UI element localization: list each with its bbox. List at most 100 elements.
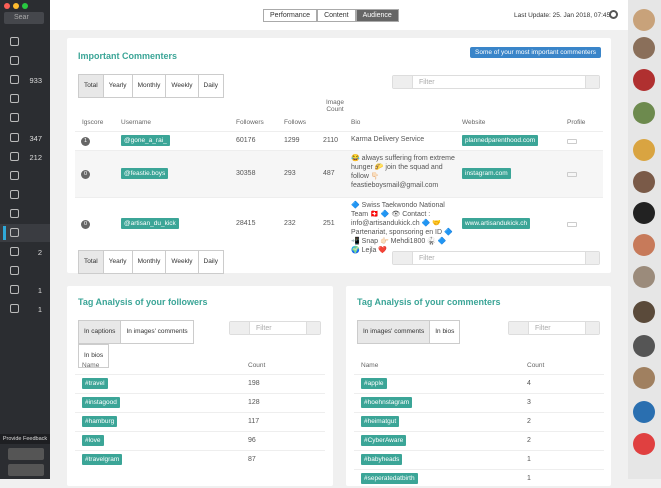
filter-option[interactable]: Monthly (131, 74, 167, 98)
tag-name[interactable]: #travelgram (82, 454, 123, 465)
commenters-tags-card: Tag Analysis of your commenters In image… (346, 286, 611, 486)
sidebar: Sear 933 347 212 2 1 1 Provide Feedback (0, 0, 50, 479)
feedback[interactable]: Provide Feedback (0, 434, 50, 444)
tag-name[interactable]: #heimatgut (361, 416, 400, 427)
tag-name[interactable]: #instagood (82, 397, 120, 408)
avatar[interactable] (633, 171, 655, 193)
search-icon (393, 76, 413, 88)
filter-option[interactable]: In images' comments (120, 320, 194, 344)
icon[interactable] (10, 190, 19, 199)
filter-option[interactable]: Total (78, 250, 104, 274)
avatar[interactable] (633, 37, 655, 59)
username[interactable]: @gone_a_rai_ (121, 134, 170, 146)
folder[interactable] (10, 247, 19, 256)
tab[interactable]: Content (317, 9, 356, 22)
tab[interactable]: Performance (263, 9, 318, 22)
zoom[interactable] (22, 3, 28, 9)
account[interactable] (8, 464, 44, 476)
avatar[interactable] (633, 433, 655, 455)
avatar[interactable] (633, 9, 655, 31)
filter-option[interactable]: Weekly (165, 74, 199, 98)
active-item[interactable] (0, 224, 50, 242)
row (354, 469, 604, 488)
icon[interactable] (10, 152, 19, 161)
icon[interactable] (10, 228, 19, 237)
tag-name[interactable]: #hamburg (82, 416, 118, 427)
clear-button[interactable] (585, 322, 599, 334)
folder[interactable] (10, 304, 19, 313)
filter-option[interactable]: Daily (197, 74, 224, 98)
filter-option[interactable]: Yearly (102, 74, 133, 98)
minimize[interactable] (13, 3, 19, 9)
icon[interactable] (10, 94, 19, 103)
website[interactable]: www.artisandukick.ch (462, 217, 531, 229)
filter-option[interactable]: In bios (78, 344, 110, 368)
avatar[interactable] (633, 335, 655, 357)
filter-input[interactable]: Filter (229, 321, 321, 335)
avatar[interactable] (633, 102, 655, 124)
filter-input[interactable]: Filter (392, 75, 600, 89)
filter-option[interactable]: Weekly (165, 250, 199, 274)
filter-option[interactable]: Daily (197, 250, 224, 274)
tag-name[interactable]: #travel (82, 378, 108, 389)
icon[interactable] (10, 209, 19, 218)
tab[interactable]: Audience (355, 9, 399, 22)
followers-tags-card: Tag Analysis of your followers In captio… (67, 286, 333, 486)
filter-option[interactable]: Monthly (131, 250, 167, 274)
clear-button[interactable] (585, 76, 599, 88)
avatar[interactable] (633, 69, 655, 91)
column-header: Count (248, 362, 266, 369)
avatar[interactable] (633, 367, 655, 389)
filter-input[interactable]: Filter (392, 251, 600, 265)
avatar[interactable] (633, 202, 655, 224)
followers: 28415 (236, 219, 256, 227)
igscore: 0 (81, 169, 90, 179)
filter-option[interactable]: In images' comments (357, 320, 431, 344)
icon[interactable] (10, 37, 19, 46)
filter-input[interactable]: Filter (508, 321, 600, 335)
settings[interactable] (609, 10, 618, 19)
tag-name[interactable]: #CyberAware (361, 435, 407, 446)
bio: 😂 always suffering from extreme hunger 🌮… (351, 155, 455, 189)
profile-button[interactable] (567, 221, 577, 227)
image-count: 251 (323, 219, 335, 227)
count: 347 (29, 134, 42, 143)
follows: 1299 (284, 136, 300, 144)
filter-option[interactable]: Total (78, 74, 104, 98)
icon[interactable] (10, 56, 19, 65)
search[interactable]: Sear (4, 12, 44, 24)
tag-name[interactable]: #love (82, 435, 104, 446)
tag-name[interactable]: #hoehnstagram (361, 397, 413, 408)
avatar[interactable] (633, 301, 655, 323)
close[interactable] (4, 3, 10, 9)
tag-name[interactable]: #babyheads (361, 454, 403, 465)
clear-button[interactable] (306, 322, 320, 334)
profile-button[interactable] (567, 138, 577, 144)
icon[interactable] (10, 75, 19, 84)
account[interactable] (8, 448, 44, 460)
website[interactable]: instagram.com (462, 167, 511, 179)
info-button[interactable]: Some of your most important commenters (470, 47, 602, 58)
filter-option[interactable]: In bios (429, 320, 461, 344)
folder[interactable] (10, 285, 19, 294)
filter-option[interactable]: In captions (78, 320, 122, 344)
row (354, 374, 604, 393)
website[interactable]: plannedparenthood.com (462, 134, 539, 146)
avatar[interactable] (633, 401, 655, 423)
avatar[interactable] (633, 234, 655, 256)
placeholder: Filter (535, 325, 551, 332)
folder[interactable] (10, 266, 19, 275)
tag-count: 198 (248, 380, 260, 387)
username[interactable]: @artisan_du_kick (121, 217, 179, 229)
avatar[interactable] (633, 266, 655, 288)
clear-button[interactable] (585, 252, 599, 264)
count: 2 (37, 248, 42, 257)
icon[interactable] (10, 171, 19, 180)
profile-button[interactable] (567, 171, 577, 177)
tag-name[interactable]: #apple (361, 378, 387, 389)
filter-option[interactable]: Yearly (102, 250, 133, 274)
icon[interactable] (10, 113, 19, 122)
avatar[interactable] (633, 139, 655, 161)
icon[interactable] (10, 133, 19, 142)
username[interactable]: @feastie.boys (121, 167, 169, 179)
